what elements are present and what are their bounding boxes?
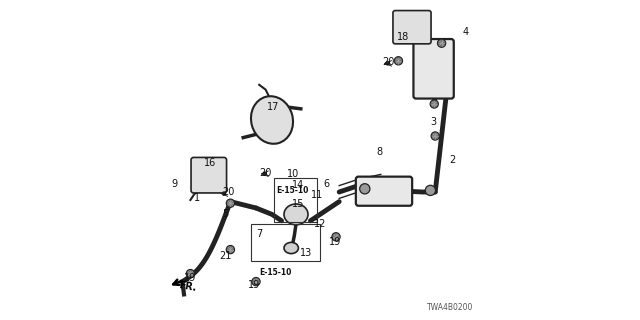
Text: TWA4B0200: TWA4B0200 [428, 303, 474, 312]
Text: 6: 6 [323, 179, 330, 189]
Text: 3: 3 [431, 116, 436, 127]
Text: 20: 20 [259, 168, 272, 178]
Text: 20: 20 [223, 187, 235, 197]
FancyBboxPatch shape [413, 39, 454, 99]
Circle shape [394, 57, 403, 65]
Text: E-15-10: E-15-10 [259, 268, 292, 277]
Circle shape [425, 185, 435, 196]
Circle shape [227, 245, 235, 254]
Circle shape [430, 100, 438, 108]
Ellipse shape [284, 204, 308, 225]
Ellipse shape [284, 243, 298, 254]
Text: 9: 9 [172, 179, 177, 189]
Text: 4: 4 [463, 27, 468, 37]
Circle shape [252, 277, 260, 286]
Text: 19: 19 [184, 273, 196, 284]
Bar [274, 178, 317, 222]
Circle shape [431, 132, 440, 140]
Text: 18: 18 [397, 32, 410, 42]
Text: 19: 19 [329, 236, 342, 247]
Text: 20: 20 [383, 57, 395, 68]
Text: 1: 1 [194, 193, 200, 204]
FancyBboxPatch shape [356, 177, 412, 206]
Text: 7: 7 [256, 228, 262, 239]
Circle shape [438, 39, 446, 47]
Circle shape [386, 62, 389, 65]
Circle shape [360, 184, 370, 194]
Text: 15: 15 [292, 199, 305, 209]
Text: FR.: FR. [178, 280, 197, 293]
Text: 8: 8 [376, 147, 382, 157]
Circle shape [332, 233, 340, 241]
Text: 19: 19 [248, 280, 260, 290]
Text: E-15-10: E-15-10 [276, 186, 308, 195]
Text: 21: 21 [220, 251, 232, 261]
Circle shape [227, 199, 235, 207]
Text: 11: 11 [310, 190, 323, 200]
Circle shape [263, 172, 266, 175]
Text: 16: 16 [204, 158, 216, 168]
Text: 13: 13 [300, 248, 312, 258]
Text: 5: 5 [223, 209, 228, 220]
Ellipse shape [251, 96, 293, 144]
Circle shape [223, 192, 226, 195]
Text: 2: 2 [450, 155, 456, 165]
Text: 12: 12 [314, 219, 326, 229]
Text: 17: 17 [268, 102, 280, 112]
Circle shape [186, 269, 195, 278]
Bar [251, 224, 320, 261]
FancyBboxPatch shape [191, 157, 227, 193]
Text: 14: 14 [292, 180, 305, 190]
Text: 10: 10 [287, 169, 299, 180]
FancyBboxPatch shape [393, 11, 431, 44]
